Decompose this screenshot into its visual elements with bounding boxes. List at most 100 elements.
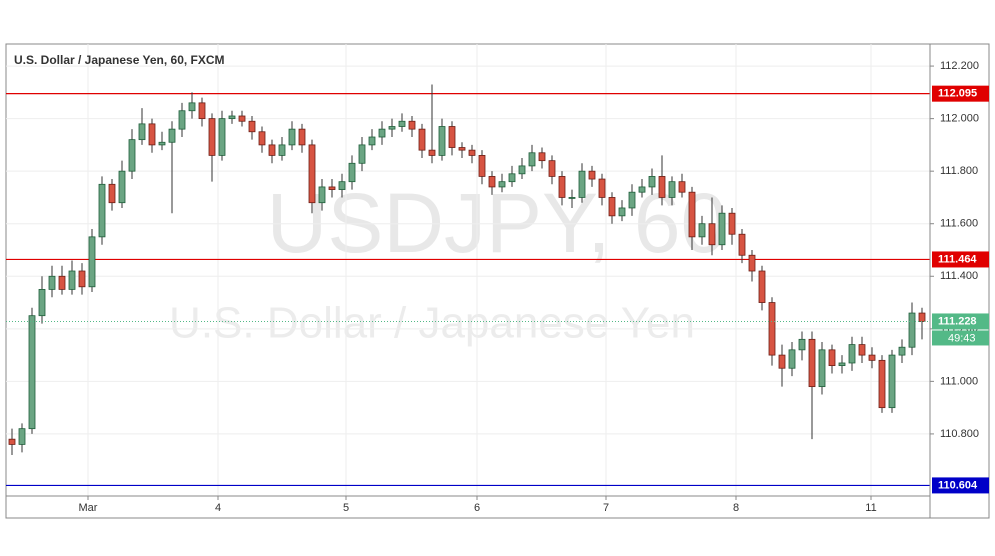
candle-body xyxy=(238,115,246,122)
candle-body xyxy=(348,162,356,183)
candle-body xyxy=(568,197,576,199)
y-tick-label: 111.400 xyxy=(940,270,978,282)
candle-body xyxy=(468,149,476,156)
candle-body xyxy=(488,176,496,188)
candle-body xyxy=(478,155,486,177)
candle-body xyxy=(908,312,916,348)
countdown: 49:43 xyxy=(948,332,976,344)
candle-body xyxy=(878,359,886,409)
x-tick-label: 6 xyxy=(474,502,480,514)
candle-body xyxy=(768,302,776,356)
candle-body xyxy=(148,123,156,146)
candle-body xyxy=(578,170,586,198)
candle-body xyxy=(498,181,506,188)
candle-body xyxy=(18,428,26,445)
grid xyxy=(6,44,930,496)
candle-body xyxy=(708,223,716,246)
candle-body xyxy=(698,223,706,238)
last-price-label: 111.228 xyxy=(938,315,977,327)
level-label: 110.604 xyxy=(938,479,978,491)
x-tick-label: 11 xyxy=(865,502,876,514)
level-label: 112.095 xyxy=(938,88,977,100)
candle-body xyxy=(258,131,266,146)
candle-body xyxy=(588,170,596,180)
candle-body xyxy=(508,173,516,183)
candle-body xyxy=(378,128,386,138)
y-tick-label: 111.600 xyxy=(940,218,978,230)
candle-body xyxy=(128,139,136,172)
candle-body xyxy=(668,181,676,198)
candle-body xyxy=(198,102,206,120)
candle-body xyxy=(658,176,666,198)
candle-body xyxy=(208,118,216,156)
candle-body xyxy=(418,128,426,151)
candle-body xyxy=(28,315,36,430)
x-tick-label: 8 xyxy=(733,502,739,514)
candle-body xyxy=(318,186,326,204)
watermark: USDJPY, 60 xyxy=(267,176,728,270)
watermark-subtitle: U.S. Dollar / Japanese Yen xyxy=(169,299,695,348)
candle-body xyxy=(48,275,56,290)
x-tick-label: Mar xyxy=(79,502,98,514)
candle-body xyxy=(798,338,806,351)
candle-body xyxy=(818,349,826,388)
candle-body xyxy=(648,176,656,188)
y-tick-label: 112.000 xyxy=(940,113,979,125)
candle-body xyxy=(228,115,236,120)
plot xyxy=(6,84,930,487)
candle-body xyxy=(598,178,606,198)
candle-body xyxy=(678,181,686,193)
axis: 110.800111.000111.200111.400111.600111.8… xyxy=(79,60,989,514)
candle-body xyxy=(308,144,316,204)
candle-body xyxy=(88,236,96,288)
candle-body xyxy=(68,270,76,290)
candle-body xyxy=(368,136,376,146)
candle-body xyxy=(518,165,526,175)
candle-body xyxy=(8,438,16,445)
level-label-box xyxy=(932,251,989,268)
candle-body xyxy=(738,233,746,256)
candle-body xyxy=(718,212,726,246)
candle-body xyxy=(288,128,296,146)
x-tick-label: 7 xyxy=(603,502,609,514)
candle-body xyxy=(188,102,196,112)
candle-body xyxy=(78,270,86,288)
candle-body xyxy=(618,207,626,217)
x-tick-label: 5 xyxy=(343,502,349,514)
candle-body xyxy=(138,123,146,141)
candle-body xyxy=(538,152,546,162)
candle-body xyxy=(828,349,836,367)
candle-body xyxy=(548,160,556,177)
candle-body xyxy=(168,128,176,143)
candle-body xyxy=(778,354,786,369)
candle-body xyxy=(438,126,446,156)
candle-body xyxy=(388,126,396,130)
candle-body xyxy=(808,338,816,388)
x-tick-label: 4 xyxy=(215,502,221,514)
candle-body xyxy=(58,275,66,290)
candle-body xyxy=(218,118,226,156)
candle-body xyxy=(108,183,116,204)
y-tick-label: 112.200 xyxy=(940,60,979,72)
candle-body xyxy=(248,120,256,133)
candle-body xyxy=(118,170,126,204)
candle-body xyxy=(838,362,846,367)
candle-body xyxy=(298,128,306,146)
candle-body xyxy=(408,120,416,130)
candle-body xyxy=(628,191,636,209)
candle-body xyxy=(528,152,536,167)
candle-body xyxy=(788,349,796,369)
candle-body xyxy=(638,186,646,193)
frame xyxy=(5,43,990,519)
candle-body xyxy=(398,120,406,127)
candle-body xyxy=(848,344,856,364)
candle-body xyxy=(158,141,166,146)
candle-body xyxy=(888,354,896,409)
candle-body xyxy=(858,344,866,356)
y-tick-label: 111.800 xyxy=(940,165,978,177)
candle-body xyxy=(758,270,766,303)
chart-title: U.S. Dollar / Japanese Yen, 60, FXCM xyxy=(14,53,225,67)
candle-body xyxy=(338,181,346,190)
candle-body xyxy=(428,149,436,156)
